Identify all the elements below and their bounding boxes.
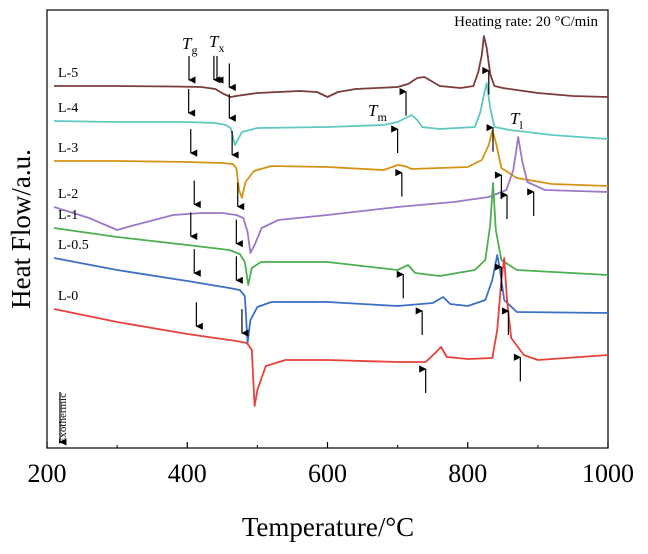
series-line (53, 82, 609, 146)
annotation-arrows (187, 55, 535, 393)
series-label: L-3 (58, 141, 78, 156)
tl-label-sub: l (519, 118, 523, 132)
series-line (53, 136, 609, 254)
series-line (54, 35, 609, 98)
tg-label: Tg (182, 34, 197, 57)
series-line (53, 254, 609, 344)
tx-label-sub: x (218, 41, 224, 55)
tl-label-base: T (510, 109, 521, 128)
tx-label-base: T (209, 32, 220, 51)
series-label: L-1 (58, 208, 78, 223)
series-label: L-4 (58, 101, 78, 116)
series-label: L-2 (58, 187, 78, 202)
exothermic-label: Exothermic (57, 393, 69, 444)
x-axis-tick-labels: 200 400 600 800 1000 (28, 459, 635, 488)
x-tick-label: 800 (448, 459, 487, 488)
series-label: L-5 (58, 66, 78, 81)
x-tick-label: 400 (168, 459, 207, 488)
series-labels: L-5 L-4 L-3 L-2 L-1 L-0.5 L-0 (58, 66, 89, 304)
x-axis-title: Temperature/°C (242, 512, 414, 542)
series-lines (53, 35, 609, 407)
tm-label-base: T (368, 101, 379, 120)
x-tick-label: 600 (308, 459, 347, 488)
series-line (53, 257, 609, 407)
series-line (54, 130, 609, 199)
plot-frame (46, 9, 609, 449)
tl-label: Tl (510, 109, 523, 132)
series-label: L-0 (58, 289, 78, 304)
heating-rate-annotation: Heating rate: 20 °C/min (454, 14, 598, 30)
x-tick-label: 200 (28, 459, 67, 488)
tm-label-sub: m (377, 110, 387, 124)
y-axis-title: Heat Flow/a.u. (6, 149, 36, 309)
tm-label: Tm (368, 101, 387, 124)
tx-label: Tx (209, 32, 224, 55)
x-axis-ticks (46, 442, 609, 448)
x-tick-label: 1000 (582, 459, 634, 488)
series-line (53, 182, 609, 286)
series-label: L-0.5 (58, 238, 89, 253)
tg-label-base: T (182, 34, 193, 53)
tg-label-sub: g (191, 43, 197, 57)
